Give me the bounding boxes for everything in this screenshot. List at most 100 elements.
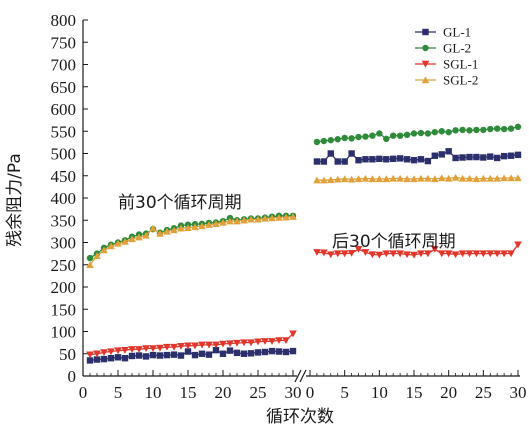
data-point-gl-2 xyxy=(410,130,418,137)
data-point-gl-1 xyxy=(163,351,171,359)
data-point-sgl-1 xyxy=(437,250,446,258)
x-tick-label: 0 xyxy=(306,383,315,402)
data-point-gl-2 xyxy=(327,136,334,144)
data-point-gl-1 xyxy=(348,150,355,157)
data-point-sgl-1 xyxy=(500,250,508,258)
data-point-gl-1 xyxy=(170,351,178,358)
data-point-sgl-1 xyxy=(268,338,276,345)
data-point-gl-2 xyxy=(480,126,487,134)
y-tick-label: 500 xyxy=(51,145,77,164)
data-point-sgl-1 xyxy=(198,341,206,349)
data-point-sgl-1 xyxy=(354,245,363,253)
data-point-sgl-2 xyxy=(431,175,439,183)
data-point-gl-2 xyxy=(500,125,508,133)
data-point-gl-2 xyxy=(445,128,452,136)
data-point-sgl-2 xyxy=(121,238,129,245)
series-gl-2 xyxy=(86,123,522,262)
data-point-gl-1 xyxy=(93,356,101,363)
legend-label-gl-1: GL-1 xyxy=(443,25,471,40)
data-point-sgl-1 xyxy=(86,351,94,359)
data-point-sgl-1 xyxy=(219,340,227,348)
data-point-sgl-2 xyxy=(100,246,108,254)
data-point-gl-2 xyxy=(487,125,494,133)
y-tick-label: 250 xyxy=(51,256,77,275)
data-point-sgl-2 xyxy=(327,176,335,183)
data-point-sgl-2 xyxy=(114,239,122,247)
data-point-gl-2 xyxy=(459,126,466,134)
data-point-gl-1 xyxy=(261,348,269,356)
x-tick-label: 10 xyxy=(371,383,388,402)
data-point-sgl-2 xyxy=(275,213,283,221)
data-point-sgl-1 xyxy=(361,249,370,256)
data-point-gl-1 xyxy=(100,355,108,363)
data-point-gl-1 xyxy=(494,154,501,162)
data-point-sgl-2 xyxy=(424,174,432,182)
axes: 0501001502002503003504004505005506006507… xyxy=(51,11,527,402)
data-point-gl-1 xyxy=(268,347,276,355)
data-point-gl-1 xyxy=(355,156,362,164)
data-point-gl-2 xyxy=(348,135,355,142)
data-point-sgl-2 xyxy=(389,174,397,182)
data-point-sgl-1 xyxy=(149,345,157,353)
data-point-gl-1 xyxy=(473,153,480,161)
data-point-sgl-1 xyxy=(254,338,262,346)
data-point-gl-1 xyxy=(334,158,341,165)
series-sgl-2 xyxy=(86,173,522,268)
data-point-gl-1 xyxy=(177,352,185,359)
data-point-gl-1 xyxy=(149,351,157,359)
data-point-sgl-1 xyxy=(507,250,515,258)
axis-break-mark xyxy=(294,369,302,383)
data-point-gl-1 xyxy=(383,156,390,163)
data-point-sgl-1 xyxy=(410,251,418,259)
data-point-sgl-1 xyxy=(327,251,335,259)
data-point-gl-1 xyxy=(275,348,283,355)
data-point-sgl-1 xyxy=(275,337,283,344)
data-point-gl-1 xyxy=(226,347,234,354)
data-point-gl-1 xyxy=(327,150,334,157)
data-point-gl-1 xyxy=(487,153,494,160)
data-point-sgl-1 xyxy=(486,250,495,258)
data-point-sgl-1 xyxy=(156,344,164,352)
series-sgl-1 xyxy=(86,241,522,359)
data-point-gl-2 xyxy=(417,129,425,137)
legend-label-sgl-2: SGL-2 xyxy=(443,73,478,88)
data-point-gl-1 xyxy=(107,355,115,362)
data-point-gl-1 xyxy=(282,348,290,356)
data-point-gl-1 xyxy=(376,155,383,163)
annotation-second-panel: 后30个循环周期 xyxy=(332,232,456,252)
data-point-sgl-1 xyxy=(368,251,377,259)
data-point-gl-1 xyxy=(452,154,459,162)
data-point-sgl-2 xyxy=(396,174,404,182)
x-tick-label: 20 xyxy=(440,383,457,402)
data-point-sgl-2 xyxy=(254,215,262,223)
data-point-gl-1 xyxy=(445,148,452,155)
data-point-sgl-1 xyxy=(417,250,425,258)
legend-marker-gl-1 xyxy=(422,28,429,36)
data-point-gl-2 xyxy=(431,128,438,136)
data-point-sgl-1 xyxy=(444,250,453,258)
data-point-sgl-2 xyxy=(472,175,481,183)
data-point-sgl-1 xyxy=(107,348,115,356)
legend-label-sgl-1: SGL-1 xyxy=(443,57,478,72)
data-point-gl-1 xyxy=(410,156,418,164)
data-point-sgl-1 xyxy=(163,343,171,351)
data-point-sgl-1 xyxy=(431,245,439,253)
data-point-sgl-2 xyxy=(410,175,418,183)
series-line-gl-2 xyxy=(89,215,293,259)
data-point-sgl-1 xyxy=(128,346,136,353)
data-point-sgl-2 xyxy=(382,175,391,183)
data-point-gl-2 xyxy=(452,127,459,134)
data-point-gl-1 xyxy=(128,352,136,360)
data-point-sgl-1 xyxy=(451,251,460,259)
data-point-sgl-2 xyxy=(437,174,446,182)
y-tick-label: 800 xyxy=(51,11,77,30)
x-tick-label: 5 xyxy=(340,383,349,402)
data-point-sgl-2 xyxy=(261,214,269,222)
data-point-sgl-2 xyxy=(347,175,356,183)
data-point-sgl-2 xyxy=(212,220,220,228)
data-point-gl-2 xyxy=(438,128,445,135)
data-point-sgl-2 xyxy=(163,227,171,235)
data-point-sgl-1 xyxy=(514,241,522,249)
data-point-sgl-1 xyxy=(121,346,129,354)
